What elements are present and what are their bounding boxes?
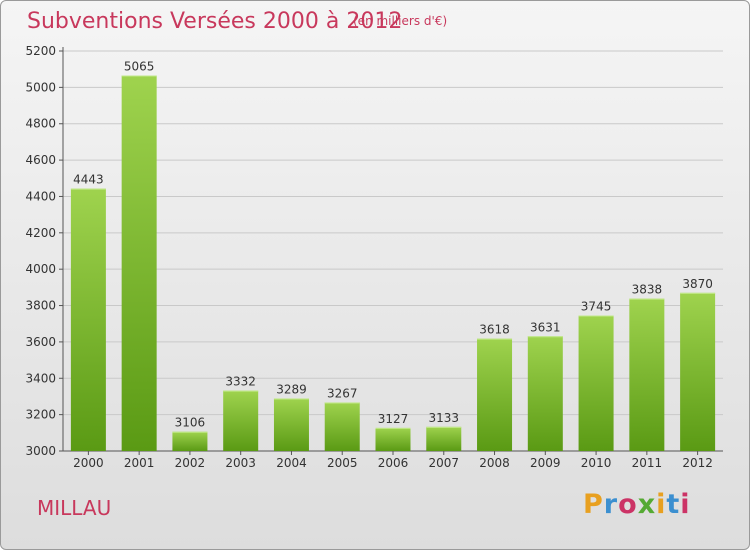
bar-2007 [426, 426, 462, 451]
x-tick-label: 2003 [225, 456, 256, 470]
logo-letter: x [637, 489, 657, 520]
data-label: 3106 [175, 416, 206, 430]
logo-letter: i [656, 489, 667, 520]
bar-2010 [578, 315, 614, 451]
y-tick-label: 3800 [25, 299, 56, 313]
x-tick-label: 2001 [124, 456, 155, 470]
labels: 3000 3200 3400 3600 3800 4000 4200 4400 4600 4800… [25, 44, 712, 470]
proxiti-logo: Proxiti [583, 489, 691, 520]
data-label: 3631 [530, 320, 561, 334]
y-tick-label: 4000 [25, 262, 56, 276]
bar-2004 [273, 398, 309, 451]
x-tick-label: 2000 [73, 456, 104, 470]
x-tick-label: 2009 [530, 456, 561, 470]
x-tick-label: 2008 [479, 456, 510, 470]
bar-2001 [121, 75, 157, 451]
data-label: 3838 [632, 283, 663, 297]
data-label: 3289 [276, 382, 307, 396]
bar-2011 [629, 298, 665, 451]
y-tick-label: 5200 [25, 44, 56, 58]
data-label: 3127 [378, 412, 409, 426]
x-tick-label: 2011 [632, 456, 663, 470]
y-tick-label: 4800 [25, 117, 56, 131]
logo-letter: P [583, 489, 604, 520]
bar-2009 [527, 336, 563, 451]
chart-subtitle: (en milliers d'€) [353, 14, 448, 28]
bars [70, 75, 716, 452]
bar-2008 [477, 338, 513, 451]
bar-2000 [70, 188, 106, 452]
y-tick-label: 3400 [25, 371, 56, 385]
data-label: 3745 [581, 300, 612, 314]
y-tick-label: 4400 [25, 189, 56, 203]
bar-2012 [680, 292, 716, 451]
y-tick-label: 3200 [25, 408, 56, 422]
x-tick-label: 2010 [581, 456, 612, 470]
x-tick-label: 2002 [175, 456, 206, 470]
x-tick-label: 2004 [276, 456, 307, 470]
data-label: 3332 [225, 375, 256, 389]
data-label: 5065 [124, 60, 155, 74]
logo-letter: i [680, 489, 691, 520]
data-label: 3618 [479, 323, 510, 337]
data-label: 3267 [327, 386, 358, 400]
data-label: 3133 [428, 411, 459, 425]
bar-2002 [172, 431, 208, 451]
logo-letter: o [618, 489, 638, 520]
x-tick-label: 2012 [682, 456, 713, 470]
grid-lines [63, 50, 723, 452]
city-name: MILLAU [37, 496, 112, 520]
x-tick-label: 2005 [327, 456, 358, 470]
bar-2006 [375, 427, 411, 451]
y-tick-label: 3000 [25, 444, 56, 458]
bar-2003 [223, 390, 259, 451]
chart-title: Subventions Versées 2000 à 2012 [27, 9, 403, 34]
y-tick-label: 4200 [25, 226, 56, 240]
y-tick-label: 3600 [25, 335, 56, 349]
x-tick-label: 2006 [378, 456, 409, 470]
bar-2005 [324, 402, 360, 451]
axes [59, 47, 723, 455]
data-label: 3870 [682, 277, 713, 291]
y-tick-label: 5000 [25, 80, 56, 94]
logo-letter: t [666, 489, 681, 520]
data-label: 4443 [73, 173, 104, 187]
x-tick-label: 2007 [428, 456, 459, 470]
logo-letter: r [603, 489, 619, 520]
y-tick-label: 4600 [25, 153, 56, 167]
